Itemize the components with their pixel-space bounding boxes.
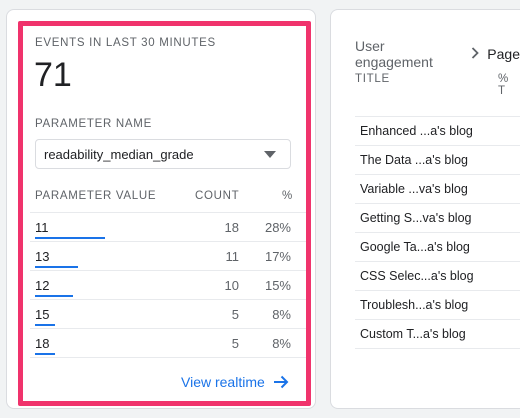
header-percent: % bbox=[282, 190, 293, 202]
dropdown-arrow-icon bbox=[264, 151, 276, 158]
percent-value: 8% bbox=[272, 336, 291, 351]
row-divider bbox=[30, 241, 308, 242]
count-value: 5 bbox=[231, 336, 239, 351]
row-divider bbox=[30, 299, 308, 300]
table-row[interactable]: 13 11 17% bbox=[35, 241, 291, 270]
percent-value: 17% bbox=[264, 249, 291, 264]
header-percent-truncated: % T bbox=[498, 73, 509, 97]
percent-value: 28% bbox=[264, 220, 291, 235]
parameter-value: 15 bbox=[35, 307, 50, 322]
page-title-row[interactable]: Custom T...a's blog bbox=[360, 327, 466, 341]
view-realtime-label: View realtime bbox=[181, 374, 265, 390]
page-title-row[interactable]: The Data ...a's blog bbox=[360, 153, 469, 167]
row-divider bbox=[355, 116, 520, 117]
row-divider bbox=[30, 270, 308, 271]
count-value: 11 bbox=[225, 249, 240, 264]
user-engagement-card bbox=[330, 9, 520, 409]
percent-value: 8% bbox=[272, 307, 291, 322]
percent-value: 15% bbox=[264, 278, 291, 293]
parameter-select-value: readability_median_grade bbox=[44, 146, 194, 162]
row-divider bbox=[355, 174, 520, 175]
header-title: TITLE bbox=[355, 73, 390, 85]
count-value: 5 bbox=[231, 307, 239, 322]
count-value: 10 bbox=[224, 278, 239, 293]
page-title-row[interactable]: Google Ta...a's blog bbox=[360, 240, 470, 254]
events-count: 71 bbox=[34, 56, 72, 94]
share-bar bbox=[35, 324, 55, 326]
count-value: 18 bbox=[224, 220, 239, 235]
chevron-right-icon bbox=[471, 46, 480, 62]
share-bar bbox=[35, 353, 55, 355]
row-divider bbox=[355, 261, 520, 262]
parameter-name-label: PARAMETER NAME bbox=[35, 118, 152, 130]
table-row[interactable]: 18 5 8% bbox=[35, 328, 291, 357]
share-bar bbox=[35, 295, 73, 297]
row-divider bbox=[30, 212, 308, 213]
row-divider bbox=[355, 145, 520, 146]
arrow-right-icon bbox=[273, 375, 289, 389]
page-title-row[interactable]: Variable ...va's blog bbox=[360, 182, 468, 196]
view-realtime-link[interactable]: View realtime bbox=[181, 374, 289, 390]
row-divider bbox=[355, 203, 520, 204]
row-divider bbox=[355, 319, 520, 320]
share-bar bbox=[35, 237, 105, 239]
parameter-value: 12 bbox=[35, 278, 50, 293]
parameter-value: 18 bbox=[35, 336, 50, 351]
breadcrumb: User engagement Page bbox=[355, 38, 520, 70]
table-row[interactable]: 15 5 8% bbox=[35, 299, 291, 328]
page-title-row[interactable]: Enhanced ...a's blog bbox=[360, 124, 473, 138]
parameter-value: 11 bbox=[35, 220, 49, 235]
header-count: COUNT bbox=[195, 190, 240, 202]
table-row[interactable]: 11 18 28% bbox=[35, 212, 291, 241]
page-title-row[interactable]: Getting S...va's blog bbox=[360, 211, 472, 225]
breadcrumb-next[interactable]: Page bbox=[487, 46, 520, 62]
header-parameter-value: PARAMETER VALUE bbox=[35, 190, 157, 202]
parameter-value: 13 bbox=[35, 249, 50, 264]
row-divider bbox=[355, 232, 520, 233]
parameter-name-select[interactable]: readability_median_grade bbox=[35, 139, 291, 169]
share-bar bbox=[35, 266, 78, 268]
realtime-events-card bbox=[6, 9, 316, 409]
row-divider bbox=[30, 328, 308, 329]
row-divider bbox=[355, 290, 520, 291]
row-divider bbox=[355, 348, 520, 349]
breadcrumb-current[interactable]: User engagement bbox=[355, 38, 433, 70]
table-row[interactable]: 12 10 15% bbox=[35, 270, 291, 299]
page-title-row[interactable]: CSS Selec...a's blog bbox=[360, 269, 474, 283]
page-title-row[interactable]: Troublesh...a's blog bbox=[360, 298, 469, 312]
events-label: EVENTS IN LAST 30 MINUTES bbox=[35, 37, 216, 49]
row-divider bbox=[30, 357, 308, 358]
